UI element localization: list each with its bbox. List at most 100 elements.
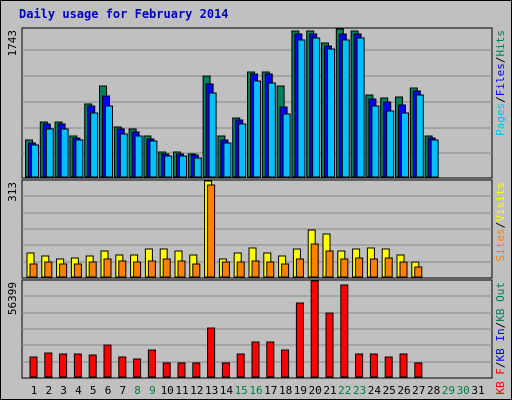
bar-pages-day-8	[134, 135, 143, 178]
day-label-18: 18	[279, 384, 292, 397]
bar-pages-day-4	[75, 139, 84, 178]
bar-kb-f-day-14	[221, 362, 230, 378]
bar-pages-day-19	[297, 39, 306, 178]
day-label-3: 3	[60, 384, 67, 397]
bar-pages-day-16	[253, 80, 261, 178]
legend-part: Sites	[494, 228, 507, 261]
legend-part: Visits	[494, 182, 507, 222]
day-label-26: 26	[397, 384, 410, 397]
legend-part: Hits	[494, 30, 507, 57]
bar-kb-f-day-26	[399, 353, 408, 378]
bar-sites-day-7	[118, 260, 127, 278]
day-label-2: 2	[45, 384, 52, 397]
bar-pages-day-10	[164, 155, 173, 178]
bar-pages-day-23	[356, 37, 365, 178]
bar-pages-day-18	[282, 113, 291, 178]
chart-title: Daily usage for February 2014	[19, 7, 229, 21]
day-label-9: 9	[149, 384, 156, 397]
bar-pages-day-13	[208, 92, 217, 178]
bar-sites-day-10	[162, 258, 171, 278]
day-label-13: 13	[205, 384, 218, 397]
bar-kb-f-day-12	[192, 362, 201, 378]
bar-pages-day-17	[267, 82, 276, 178]
legend-part: KB Out	[494, 282, 507, 322]
bar-pages-day-27	[415, 94, 424, 178]
bar-kb-f-day-15	[236, 353, 245, 378]
bar-kb-f-day-21	[325, 312, 334, 378]
day-label-12: 12	[190, 384, 203, 397]
day-label-7: 7	[119, 384, 126, 397]
bar-sites-day-12	[192, 263, 201, 278]
bar-sites-day-20	[310, 243, 319, 278]
bar-sites-day-6	[103, 258, 112, 278]
legend-part: /	[494, 322, 507, 329]
bar-sites-day-14	[221, 261, 230, 278]
day-label-24: 24	[368, 384, 382, 397]
legend-part: /	[494, 362, 507, 369]
bar-kb-f-day-17	[266, 341, 275, 378]
day-label-17: 17	[264, 384, 277, 397]
bar-sites-day-16	[251, 260, 260, 278]
day-label-14: 14	[220, 384, 234, 397]
bar-kb-f-day-3	[59, 353, 68, 378]
bar-kb-f-day-22	[340, 284, 349, 378]
bar-sites-day-9	[147, 260, 156, 278]
day-label-21: 21	[323, 384, 336, 397]
day-label-1: 1	[31, 384, 38, 397]
bar-pages-day-25	[386, 110, 395, 178]
bar-pages-day-9	[149, 140, 158, 178]
bar-sites-day-18	[281, 263, 290, 278]
bar-kb-f-day-20	[310, 280, 319, 378]
day-label-16: 16	[249, 384, 262, 397]
legend-top: Pages/Files/Hits	[494, 30, 507, 136]
day-label-23: 23	[353, 384, 366, 397]
bar-kb-f-day-2	[44, 352, 53, 378]
legend-part: Files	[494, 63, 507, 96]
bar-sites-day-19	[295, 258, 304, 278]
bar-sites-day-21	[325, 250, 334, 278]
bar-sites-day-4	[73, 263, 82, 278]
day-label-28: 28	[427, 384, 440, 397]
bar-pages-day-12	[193, 157, 202, 178]
bar-kb-f-day-9	[147, 349, 156, 378]
bar-kb-f-day-27	[414, 362, 423, 378]
bar-sites-day-22	[340, 258, 349, 278]
day-label-6: 6	[105, 384, 112, 397]
bar-sites-day-13	[207, 184, 216, 278]
day-label-30: 30	[457, 384, 470, 397]
day-label-11: 11	[175, 384, 188, 397]
bar-pages-day-21	[327, 48, 335, 178]
day-label-15: 15	[235, 384, 248, 397]
bar-kb-f-day-6	[103, 344, 112, 378]
bar-kb-f-day-11	[177, 362, 186, 378]
bar-sites-day-3	[59, 263, 68, 278]
bar-kb-f-day-8	[133, 358, 142, 378]
bar-sites-day-24	[369, 258, 378, 278]
bar-kb-f-day-1	[29, 356, 38, 378]
bar-pages-day-28	[430, 139, 439, 178]
bar-sites-day-8	[133, 261, 142, 278]
bar-kb-f-day-24	[369, 353, 378, 378]
day-label-8: 8	[134, 384, 141, 397]
bar-sites-day-5	[88, 261, 97, 278]
bar-sites-day-23	[355, 257, 364, 278]
bar-sites-day-2	[44, 261, 53, 278]
bar-pages-day-11	[179, 155, 187, 178]
bar-kb-f-day-10	[162, 362, 171, 378]
bar-pages-day-15	[238, 123, 247, 178]
day-label-10: 10	[161, 384, 174, 397]
bar-kb-f-day-5	[88, 354, 97, 378]
day-label-22: 22	[338, 384, 351, 397]
bar-kb-f-day-19	[295, 302, 304, 378]
bar-sites-day-1	[29, 263, 38, 278]
bar-sites-day-27	[414, 266, 423, 278]
legend-part: Pages	[494, 103, 507, 136]
bar-pages-day-22	[341, 39, 350, 178]
bar-pages-day-14	[223, 142, 232, 178]
bar-pages-day-6	[105, 105, 113, 178]
day-label-31: 31	[471, 384, 484, 397]
bar-pages-day-3	[60, 128, 69, 178]
bar-kb-f-day-13	[207, 327, 216, 378]
legend-part: KB In	[494, 328, 507, 361]
